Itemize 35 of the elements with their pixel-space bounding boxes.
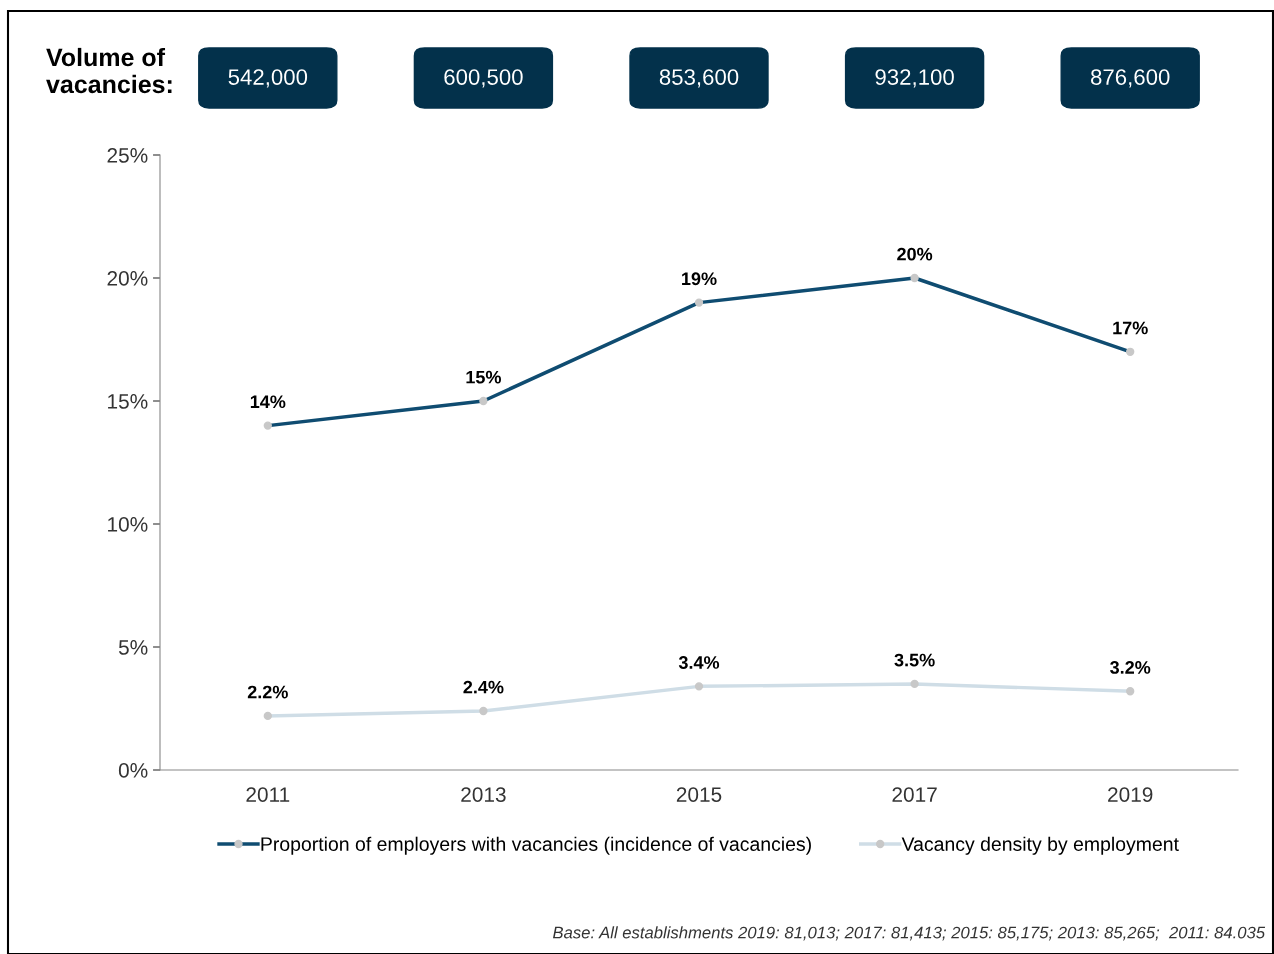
y-tick-label: 20% — [107, 271, 148, 286]
data-label: 3.2% — [1110, 661, 1151, 674]
y-tick-label: 15% — [108, 394, 148, 409]
data-label: 15% — [466, 370, 501, 384]
point — [479, 706, 488, 716]
x-tick-label: 2015 — [676, 787, 722, 802]
point — [1126, 687, 1135, 696]
data-label: 20% — [897, 247, 933, 261]
text: Volume of vacancies: — [46, 47, 172, 94]
legend-label: Vacancy density by employment — [901, 836, 1179, 855]
point — [694, 682, 704, 691]
text: 542,000 — [228, 69, 308, 88]
text: 876,600 — [1091, 69, 1170, 88]
data-label: 3.4% — [678, 656, 720, 669]
data-label: 17% — [1113, 321, 1148, 335]
text: 853,600 — [659, 69, 739, 88]
x-tick-label: 2017 — [892, 787, 937, 802]
text: 600,500 — [444, 69, 523, 88]
data-label: 14% — [250, 395, 286, 409]
data-label: 2.2% — [247, 685, 288, 699]
y-tick-label: 0% — [118, 763, 148, 778]
text: 932,100 — [875, 69, 954, 88]
data-label: 19% — [682, 272, 717, 286]
point — [263, 711, 272, 721]
y-tick-label: 10% — [108, 517, 148, 532]
legend-label: Proportion of employers with vacancies (incidence of vacancies) — [261, 836, 811, 855]
x-tick-label: 2013 — [461, 787, 506, 802]
point — [910, 679, 919, 689]
text: Base: All establishments 2019: 81,013; 2017: 81,413; 2015: 85,175; 2013: 85,265; 2011: 84.035 — [552, 926, 1266, 941]
y-tick-label: 5% — [118, 640, 148, 655]
y-tick-label: 25% — [107, 148, 148, 163]
data-label: 2.4% — [463, 680, 504, 694]
data-label: 3.5% — [894, 653, 935, 667]
x-tick-label: 2011 — [246, 787, 290, 802]
x-tick-label: 2019 — [1108, 787, 1153, 802]
